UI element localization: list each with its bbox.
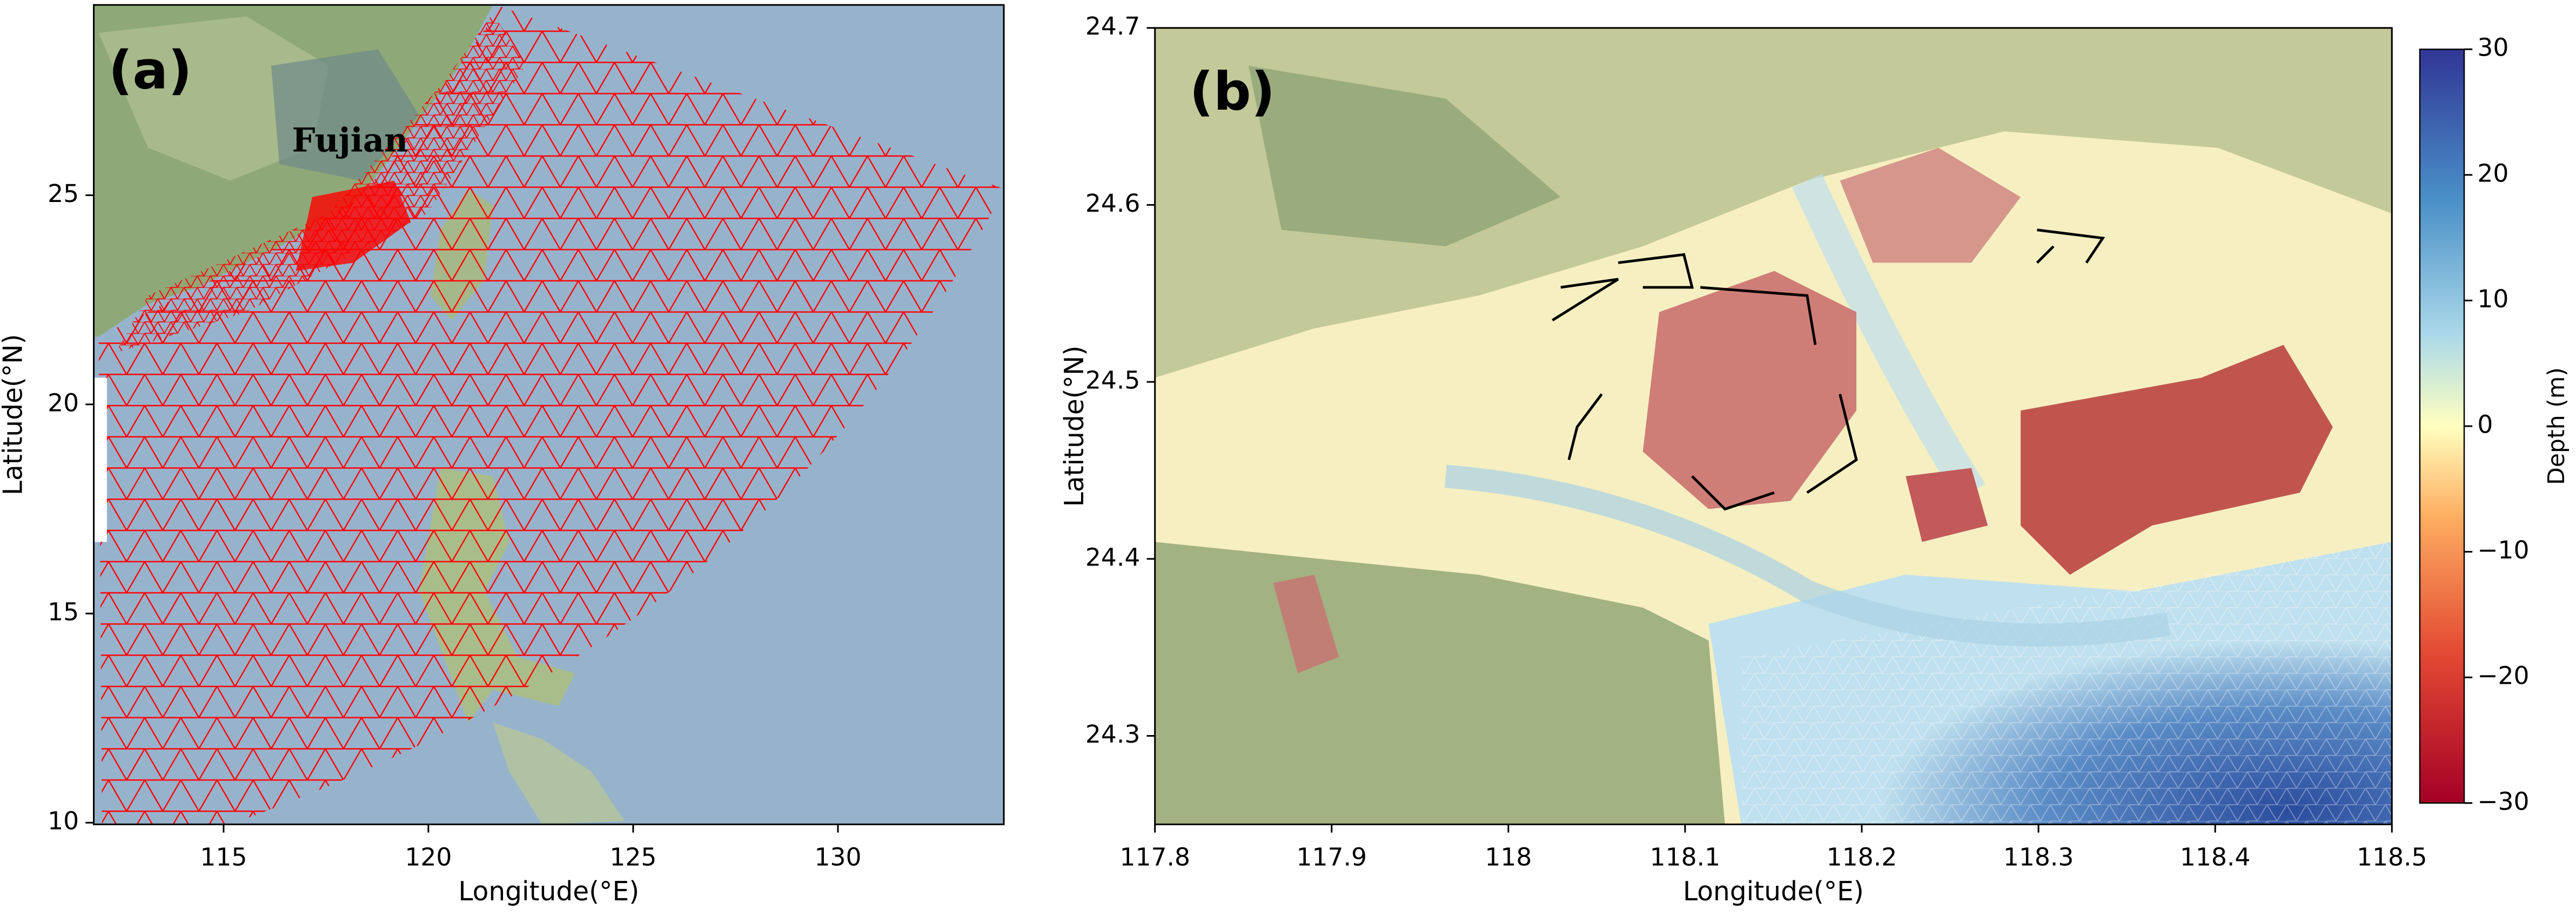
y-tick-label: 24.6 xyxy=(1085,189,1141,218)
y-tick-label: 10 xyxy=(48,807,79,836)
colorbar-tick-label: 0 xyxy=(2477,410,2493,439)
y-axis-label: Latitude(°N) xyxy=(1059,346,1090,507)
x-tick-label: 118.5 xyxy=(2357,843,2427,872)
colorbar-tick-label: 30 xyxy=(2477,33,2508,62)
colorbar-tick-label: −10 xyxy=(2477,536,2529,564)
x-tick-label: 118.2 xyxy=(1827,843,1897,872)
x-tick-label: 118.3 xyxy=(2003,843,2074,872)
colorbar-label: Depth (m) xyxy=(2543,367,2570,485)
x-tick-label: 118.4 xyxy=(2180,843,2251,872)
x-tick-label: 125 xyxy=(609,843,656,872)
map-a xyxy=(93,5,1004,825)
x-tick-label: 118.1 xyxy=(1650,843,1721,872)
y-tick-label: 24.5 xyxy=(1085,366,1141,395)
colorbar-tick-label: 20 xyxy=(2477,159,2508,187)
map-b xyxy=(1155,28,2392,825)
x-tick-label: 117.9 xyxy=(1297,843,1367,872)
y-axis-label: Latitude(°N) xyxy=(0,334,29,495)
y-tick-label: 25 xyxy=(48,179,79,208)
x-tick-label: 117.8 xyxy=(1119,843,1190,872)
y-tick-label: 15 xyxy=(48,597,79,626)
colorbar xyxy=(2419,48,2465,804)
frame xyxy=(93,4,1005,825)
colorbar-tick-label: −20 xyxy=(2477,662,2529,690)
y-tick-label: 20 xyxy=(48,388,79,417)
x-tick-label: 115 xyxy=(200,843,247,872)
y-tick-label: 24.4 xyxy=(1085,543,1141,571)
colorbar-tick-label: −30 xyxy=(2477,787,2529,816)
y-tick-label: 24.7 xyxy=(1085,12,1141,41)
x-tick-label: 120 xyxy=(405,843,452,872)
panel-label: (b) xyxy=(1190,61,1276,122)
place-label: Fujian xyxy=(292,122,408,160)
x-axis-label: Longitude(°E) xyxy=(458,877,639,907)
y-tick-label: 24.3 xyxy=(1085,720,1141,749)
colorbar-tick-label: 10 xyxy=(2477,285,2508,313)
x-tick-label: 130 xyxy=(814,843,861,872)
x-axis-label: Longitude(°E) xyxy=(1683,877,1864,907)
frame xyxy=(1154,27,2393,825)
panel-label: (a) xyxy=(109,40,192,101)
x-tick-label: 118 xyxy=(1485,843,1532,872)
